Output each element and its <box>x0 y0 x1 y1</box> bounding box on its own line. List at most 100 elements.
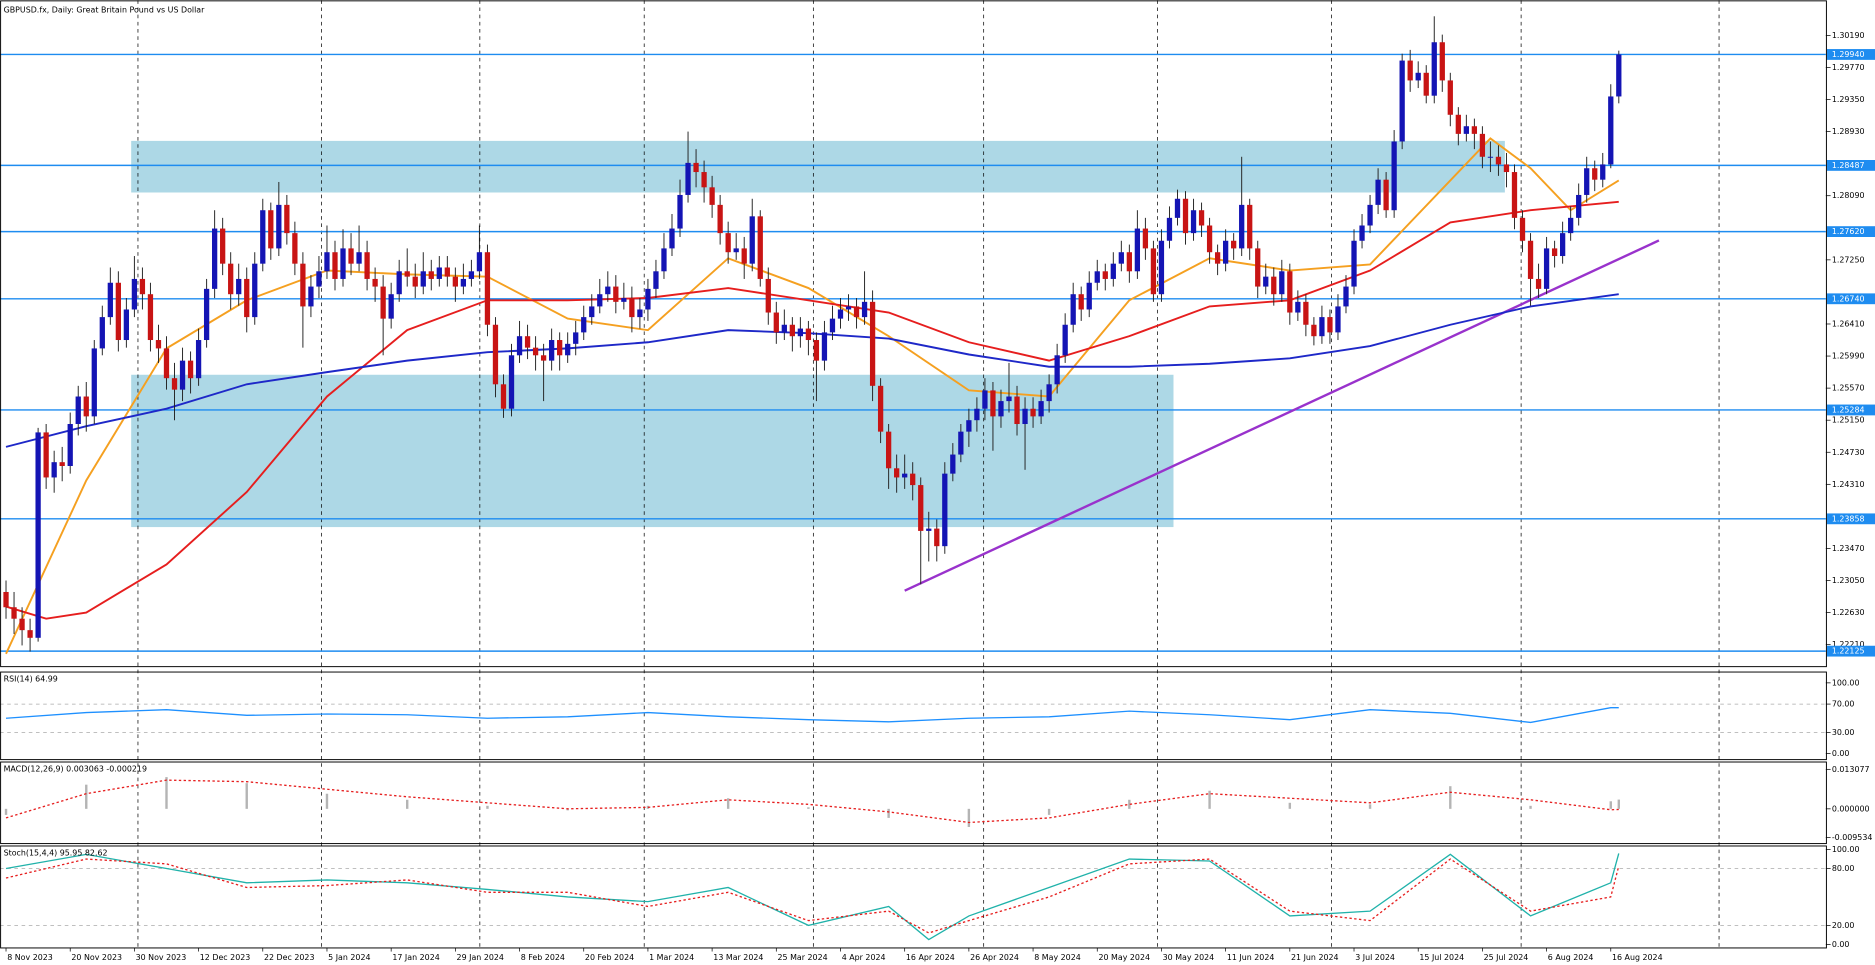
candle-body <box>926 528 932 531</box>
candle-body <box>1150 248 1157 295</box>
candle-body <box>380 286 386 319</box>
candle-body <box>565 343 571 356</box>
candle-body <box>861 301 868 318</box>
candle-body <box>605 286 611 295</box>
histogram-bar <box>406 799 409 809</box>
candle-body <box>1439 42 1445 81</box>
candle-body <box>244 278 250 318</box>
candle-body <box>1479 133 1486 157</box>
candle-body <box>67 424 73 466</box>
candle-body <box>966 420 972 432</box>
candle-body <box>597 294 603 307</box>
candle-body <box>1295 301 1301 313</box>
candle-body <box>1503 164 1510 173</box>
candle-body <box>348 248 354 264</box>
candle-body <box>396 271 402 295</box>
y-tick-label: 1.30190 <box>1832 31 1865 40</box>
candle-body <box>853 306 860 318</box>
y-tick-label: 70.00 <box>1832 700 1855 709</box>
y-tick-label: 1.24310 <box>1832 480 1865 489</box>
candle-body <box>877 385 884 432</box>
candle-body <box>974 408 980 421</box>
candle-body <box>1166 217 1173 241</box>
candle-body <box>1327 317 1333 333</box>
candle-body <box>1271 276 1277 295</box>
candle-body <box>1287 271 1293 313</box>
candle-body <box>1182 198 1189 234</box>
candle-body <box>1038 401 1044 417</box>
candle-body <box>476 252 483 272</box>
candle-body <box>1407 60 1413 81</box>
candle-body <box>1455 114 1461 134</box>
candle-body <box>1022 408 1028 425</box>
candle-body <box>1255 248 1261 287</box>
candle-body <box>203 288 210 341</box>
y-tick-label: 1.24730 <box>1832 448 1865 457</box>
candle-body <box>51 462 57 478</box>
candle-body <box>1126 252 1132 272</box>
candle-body <box>163 348 170 379</box>
histogram-bar <box>967 808 971 827</box>
x-tick-label: 5 Jan 2024 <box>328 953 370 962</box>
candle-body <box>123 309 130 341</box>
candle-body <box>268 210 274 249</box>
candle-body <box>1118 252 1124 264</box>
candle-body <box>1551 248 1558 257</box>
candle-body <box>340 248 346 279</box>
candle-body <box>1086 282 1092 310</box>
zone <box>131 140 1505 193</box>
candle-body <box>693 162 699 173</box>
candle-body <box>324 252 330 272</box>
candle-body <box>83 396 89 417</box>
x-tick-label: 11 Jun 2024 <box>1227 953 1275 962</box>
candle-body <box>107 282 113 318</box>
candle-body <box>1335 306 1341 333</box>
candle-body <box>364 252 370 279</box>
candle-body <box>1543 248 1550 289</box>
candle-body <box>516 336 523 356</box>
x-tick-label: 8 Nov 2023 <box>7 953 53 962</box>
candle-body <box>837 309 844 319</box>
y-tick-label: 0.000000 <box>1832 804 1870 813</box>
candle-body <box>1062 324 1068 356</box>
candle-body <box>910 473 916 486</box>
candle-body <box>99 317 105 349</box>
x-tick-label: 16 Aug 2024 <box>1612 953 1663 962</box>
y-tick-label: 1.28090 <box>1832 191 1865 200</box>
y-tick-label: 30.00 <box>1832 728 1855 737</box>
candle-body <box>1423 72 1429 96</box>
candle-body <box>1592 168 1598 180</box>
candle-body <box>236 278 242 295</box>
histogram-bar <box>1449 786 1452 809</box>
candle-body <box>717 204 723 234</box>
candle-body <box>1247 204 1253 249</box>
y-tick-label: 1.22210 <box>1832 640 1865 649</box>
candle-body <box>155 340 162 349</box>
histogram-bar <box>85 784 88 809</box>
candle-body <box>492 324 499 385</box>
candle-body <box>990 390 996 417</box>
back-layer <box>131 140 1505 528</box>
candle-body <box>1014 396 1020 425</box>
level-label: 1.26740 <box>1832 294 1865 303</box>
level-label-bg <box>1827 645 1875 657</box>
candle-body <box>404 271 410 277</box>
candle-body <box>1190 210 1197 234</box>
level-label-bg <box>1827 404 1875 416</box>
candle-body <box>484 252 491 325</box>
candle-body <box>1102 271 1108 279</box>
candle-body <box>420 271 426 287</box>
histogram-bar <box>1047 808 1051 815</box>
candle-body <box>781 324 787 333</box>
candle-body <box>436 267 442 279</box>
candle-body <box>468 271 475 279</box>
candle-body <box>540 355 547 361</box>
level-label: 1.27620 <box>1832 227 1865 236</box>
candle-body <box>1198 210 1205 226</box>
candle-body <box>1214 252 1221 264</box>
candle-body <box>1239 204 1245 249</box>
candle-body <box>1519 217 1526 241</box>
y-tick-label: 1.22630 <box>1832 608 1865 617</box>
histogram-bar <box>325 793 329 809</box>
candle-body <box>1222 240 1229 264</box>
